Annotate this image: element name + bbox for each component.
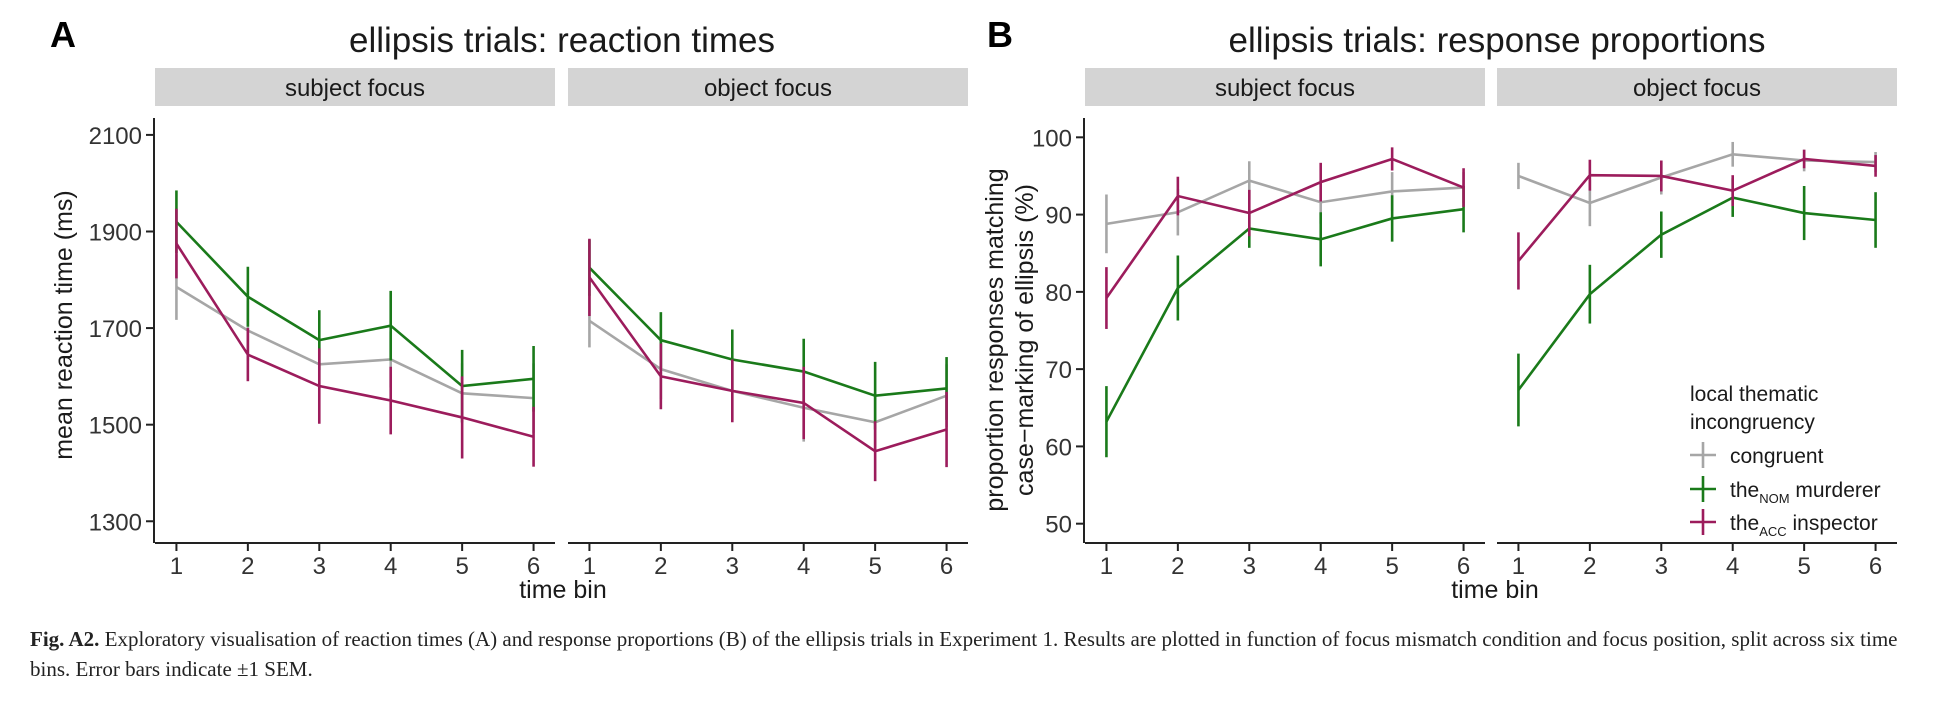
x-tick-label: 1: [1512, 553, 1525, 580]
facet-strip-label: subject focus: [285, 75, 425, 102]
x-tick-label: 1: [1100, 553, 1113, 580]
legend-title-line2: incongruency: [1690, 411, 1815, 434]
x-tick-label: 5: [868, 553, 881, 580]
x-tick-label: 1: [170, 553, 183, 580]
panel-b-ylabel-line2: case−marking of ellipsis (%): [1011, 184, 1039, 496]
facet-subject-focus: subject focus 1 2 3 4 5 6: [1085, 68, 1485, 580]
caption-label: Fig. A2.: [30, 627, 100, 651]
series-acc: [1105, 147, 1465, 329]
facet-object-focus: object focus 1 2 3 4 5 6: [1497, 68, 1897, 580]
y-tick-label: 100: [1032, 125, 1072, 152]
x-tick-label: 4: [797, 553, 810, 580]
y-tick-label: 1300: [89, 509, 142, 536]
facet-strip-label: object focus: [1633, 75, 1761, 102]
series-nom: [1105, 186, 1465, 458]
x-tick-label: 5: [1385, 553, 1398, 580]
y-tick-label: 70: [1045, 357, 1072, 384]
y-tick-label: 1500: [89, 413, 142, 440]
legend-label-nom: theNOM murderer: [1730, 479, 1881, 506]
facet-object-focus: object focus 1 2 3 4 5 6: [568, 68, 968, 580]
x-tick-label: 3: [313, 553, 326, 580]
series-line-nom: [1517, 196, 1876, 391]
series-congruent: [1105, 161, 1465, 254]
x-tick-label: 4: [384, 553, 397, 580]
series-line-nom: [1105, 207, 1464, 423]
y-tick-label: 1700: [89, 316, 142, 343]
caption-text: Exploratory visualisation of reaction ti…: [30, 627, 1898, 681]
facet-strip-label: object focus: [704, 75, 832, 102]
legend: local thematic incongruency congruent th…: [1690, 383, 1881, 539]
panel-a-ylabel: mean reaction time (ms): [50, 190, 78, 460]
series-line-acc: [1517, 157, 1876, 262]
x-tick-label: 5: [1797, 553, 1810, 580]
legend-label-acc: theACC inspector: [1730, 512, 1878, 539]
panel-a-xlabel: time bin: [519, 576, 607, 600]
series-acc: [588, 238, 948, 482]
figure-caption: Fig. A2. Exploratory visualisation of re…: [30, 624, 1920, 684]
facet-strip: [1085, 68, 1485, 106]
x-tick-label: 3: [1243, 553, 1256, 580]
series-congruent: [588, 294, 948, 453]
figure: A ellipsis trials: reaction times time b…: [50, 14, 1897, 600]
x-tick-label: 3: [1655, 553, 1668, 580]
y-tick-label: 60: [1045, 434, 1072, 461]
panel-b-letter: B: [987, 14, 1013, 55]
y-tick-label: 90: [1045, 203, 1072, 230]
series-nom: [175, 190, 535, 423]
x-tick-label: 1: [583, 553, 596, 580]
facet-strip-label: subject focus: [1215, 75, 1355, 102]
series-line-acc: [1105, 157, 1465, 299]
y-tick-label: 1900: [89, 219, 142, 246]
x-tick-label: 2: [1171, 553, 1184, 580]
series-line-nom: [175, 220, 534, 388]
series-acc: [1517, 149, 1877, 290]
x-tick-label: 6: [1869, 553, 1882, 580]
series-line-acc: [175, 242, 534, 439]
x-tick-label: 2: [241, 553, 254, 580]
series-line-acc: [588, 276, 947, 453]
series-nom: [588, 239, 948, 430]
panel-b-ylabel-line1: proportion responses matching: [981, 168, 1009, 511]
x-tick-label: 6: [527, 553, 540, 580]
x-tick-label: 4: [1726, 553, 1739, 580]
y-tick-label: 2100: [89, 123, 142, 150]
x-tick-label: 2: [1583, 553, 1596, 580]
x-tick-label: 4: [1314, 553, 1327, 580]
y-tick-label: 80: [1045, 280, 1072, 307]
x-tick-label: 3: [726, 553, 739, 580]
facet-strip: [568, 68, 968, 106]
series-line-congruent: [175, 285, 534, 400]
facet-strip: [1497, 68, 1897, 106]
panel-a-title: ellipsis trials: reaction times: [349, 21, 775, 60]
legend-label-congruent: congruent: [1730, 445, 1824, 468]
y-tick-label: 50: [1045, 512, 1072, 539]
x-tick-label: 2: [654, 553, 667, 580]
x-tick-label: 5: [455, 553, 468, 580]
panel-b-xlabel: time bin: [1451, 576, 1539, 600]
x-tick-label: 6: [1457, 553, 1470, 580]
series-line-nom: [588, 266, 947, 398]
facet-strip: [155, 68, 555, 106]
series-congruent: [175, 254, 535, 433]
series-acc: [175, 208, 535, 467]
x-tick-label: 6: [940, 553, 953, 580]
series-line-congruent: [588, 319, 948, 424]
panel-b-title: ellipsis trials: response proportions: [1229, 21, 1766, 60]
facet-subject-focus: subject focus 1 2 3 4 5 6: [155, 68, 555, 580]
panel-a-letter: A: [50, 14, 76, 55]
series-nom: [1517, 178, 1877, 427]
legend-title-line1: local thematic: [1690, 383, 1818, 406]
